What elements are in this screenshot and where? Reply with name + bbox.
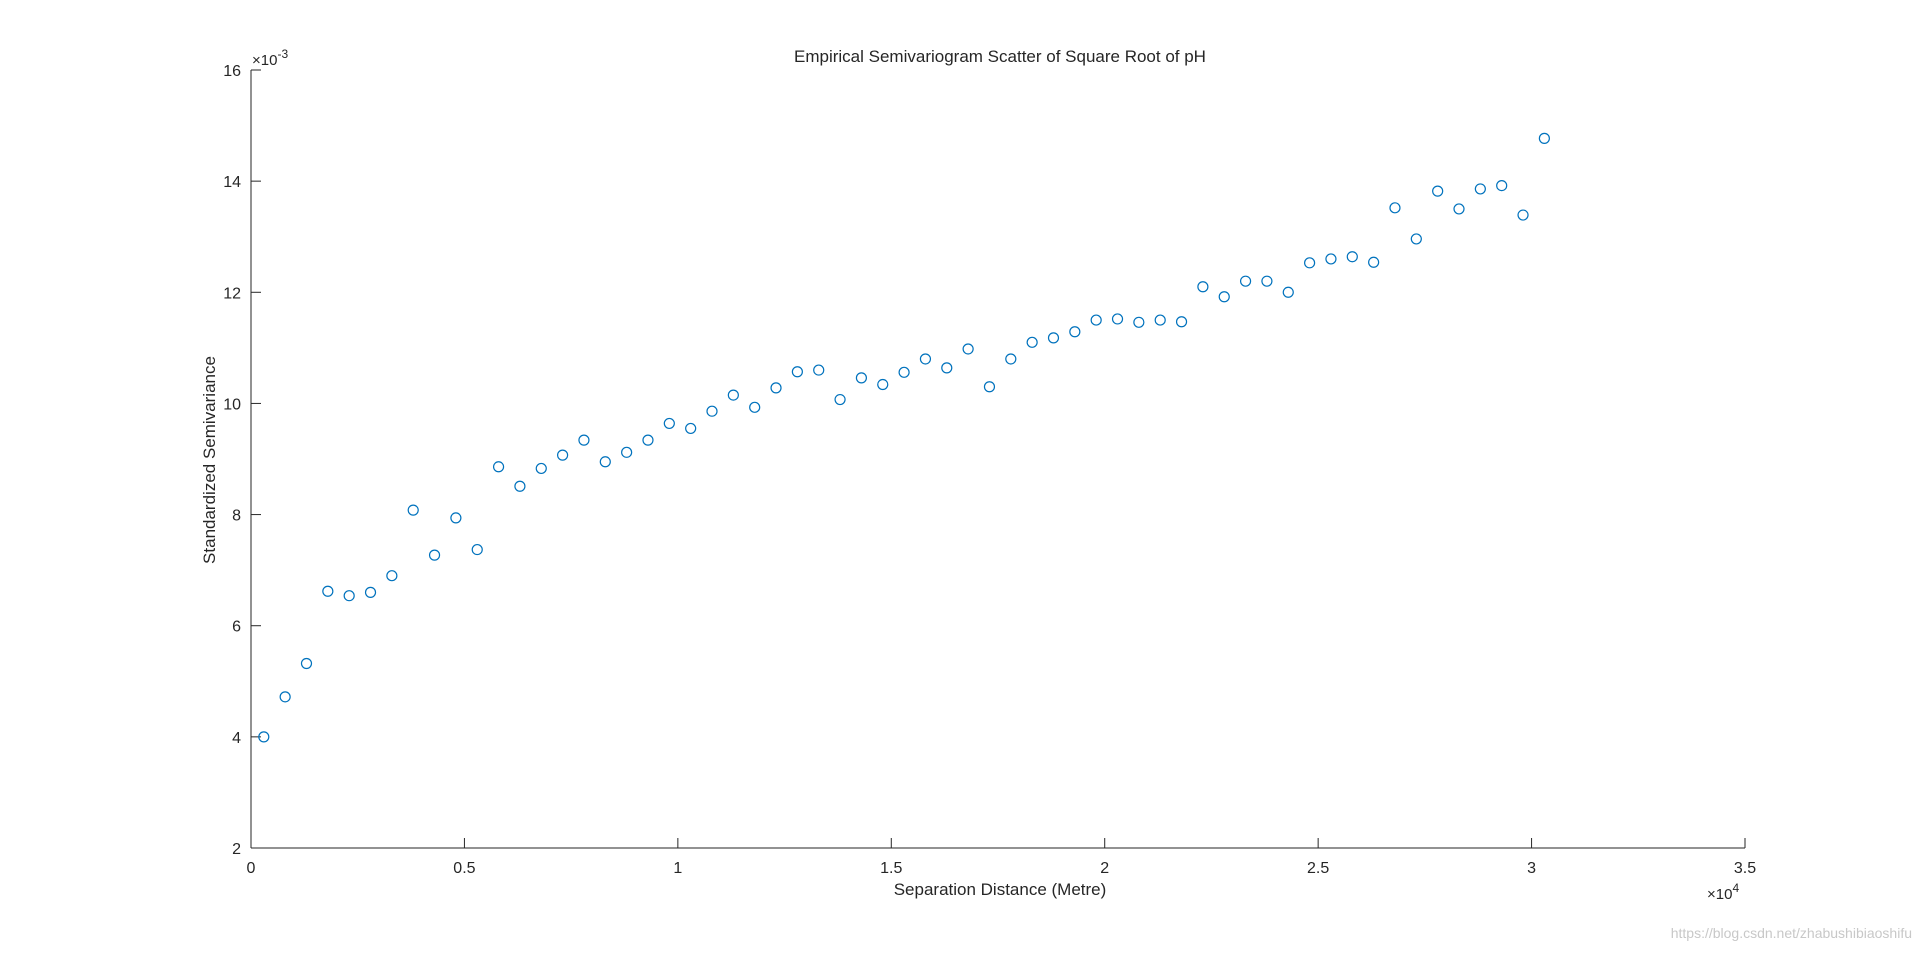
- data-point: [386, 570, 398, 582]
- data-point: [1005, 353, 1017, 365]
- data-point: [919, 353, 932, 365]
- chart-title: Empirical Semivariogram Scatter of Squar…: [794, 47, 1206, 66]
- data-point: [1346, 251, 1358, 263]
- data-point: [685, 422, 697, 435]
- x-tick-label: 1: [673, 860, 682, 877]
- data-point: [962, 343, 974, 355]
- data-point: [1047, 332, 1060, 344]
- x-tick-label: 3.5: [1734, 860, 1756, 877]
- data-point: [364, 586, 377, 598]
- x-axis-label: Separation Distance (Metre): [894, 880, 1107, 899]
- data-point: [1410, 233, 1422, 245]
- x-tick-label: 2.5: [1307, 860, 1329, 877]
- data-point: [663, 417, 675, 430]
- y-axis-multiplier: ×10-3: [252, 47, 288, 69]
- watermark: https://blog.csdn.net/zhabushibiaoshifu: [1671, 925, 1912, 941]
- data-point: [621, 446, 633, 458]
- data-point: [557, 449, 569, 461]
- y-tick-label: 4: [232, 730, 241, 747]
- y-tick-label: 8: [232, 508, 241, 525]
- data-point: [1368, 256, 1380, 268]
- data-point: [642, 434, 654, 446]
- data-point: [1261, 275, 1273, 287]
- data-point: [1026, 336, 1038, 348]
- data-point: [1325, 253, 1337, 265]
- data-point: [1175, 316, 1188, 328]
- data-point: [599, 456, 611, 468]
- data-point: [343, 590, 355, 602]
- data-point: [834, 393, 846, 406]
- data-point: [407, 504, 419, 516]
- data-points: [258, 132, 1550, 743]
- data-point: [279, 691, 291, 703]
- data-point: [813, 364, 825, 376]
- data-point: [535, 462, 547, 475]
- data-point: [1218, 291, 1230, 303]
- data-point: [1453, 203, 1465, 215]
- data-point: [1304, 257, 1316, 269]
- data-point: [1474, 183, 1486, 195]
- data-point: [1239, 275, 1252, 287]
- data-point: [450, 512, 462, 524]
- data-point: [1282, 286, 1294, 298]
- x-tick-label: 2: [1100, 860, 1109, 877]
- data-point: [727, 389, 739, 401]
- data-point: [492, 461, 505, 473]
- y-tick-label: 6: [232, 619, 241, 636]
- data-point: [1496, 179, 1508, 192]
- data-point: [258, 731, 270, 743]
- data-point: [791, 366, 803, 378]
- y-tick-label: 16: [223, 63, 241, 80]
- data-point: [770, 382, 782, 394]
- data-point: [941, 362, 953, 374]
- data-point: [749, 401, 761, 413]
- y-axis-label: Standardized Semivariance: [200, 356, 219, 564]
- data-point: [1090, 314, 1102, 326]
- data-point: [514, 480, 526, 492]
- data-point: [1069, 326, 1081, 338]
- data-point: [1389, 202, 1401, 214]
- data-point: [877, 378, 889, 391]
- x-tick-label: 0.5: [453, 860, 475, 877]
- x-tick-label: 3: [1527, 860, 1536, 877]
- data-point: [322, 585, 334, 597]
- data-point: [983, 381, 996, 393]
- y-tick-label: 10: [223, 396, 241, 413]
- data-point: [1432, 185, 1444, 197]
- data-point: [1517, 209, 1529, 221]
- data-point: [1111, 313, 1124, 325]
- data-point: [428, 549, 441, 561]
- y-tick-label: 12: [223, 285, 241, 302]
- data-point: [1538, 132, 1550, 144]
- data-point: [1154, 314, 1166, 326]
- data-point: [898, 366, 910, 378]
- y-tick-label: 14: [223, 174, 241, 191]
- data-point: [578, 434, 590, 446]
- data-point: [300, 657, 313, 670]
- x-tick-label: 0: [247, 860, 256, 877]
- data-point: [706, 405, 718, 417]
- data-point: [1197, 281, 1209, 293]
- x-tick-label: 1.5: [880, 860, 902, 877]
- y-tick-label: 2: [232, 841, 241, 858]
- x-axis-multiplier: ×104: [1707, 881, 1739, 903]
- data-point: [855, 372, 868, 384]
- data-point: [471, 543, 483, 556]
- data-point: [1133, 316, 1145, 328]
- axes: 0 0.5 1 1.5 2 2.5 3 3.5 2 4 6 8 10 12 14 16: [223, 63, 1756, 877]
